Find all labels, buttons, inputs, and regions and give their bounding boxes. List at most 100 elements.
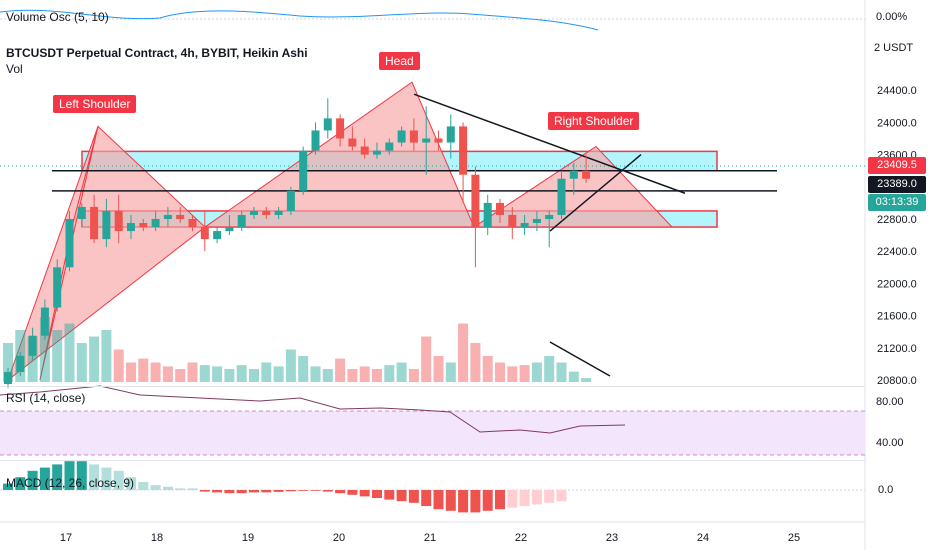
- candle-body: [65, 219, 74, 268]
- volume-bar: [199, 365, 210, 382]
- candle-body: [360, 146, 369, 155]
- macd-bar: [408, 490, 419, 503]
- macd-bar: [544, 490, 555, 503]
- price-tick-label: 22400.0: [877, 246, 917, 258]
- currency-badge[interactable]: 2 USDT: [874, 42, 914, 54]
- price-tick-label: 22800.0: [877, 214, 917, 226]
- macd-bar: [224, 490, 235, 494]
- price-tick-label: 24000.0: [877, 117, 917, 129]
- volume-bar: [150, 362, 161, 382]
- macd-bar: [372, 490, 382, 498]
- candle-body: [569, 170, 578, 179]
- vol-label: Vol: [6, 62, 23, 76]
- volume-bar: [162, 366, 173, 382]
- ascending-trendline: [549, 154, 642, 232]
- macd-bar: [445, 490, 456, 511]
- macd-bar: [175, 488, 186, 490]
- candle-body: [274, 210, 283, 215]
- macd-bar: [212, 490, 223, 493]
- volume-bar: [433, 356, 444, 382]
- macd-bar: [310, 490, 321, 491]
- volume-bar: [335, 358, 346, 382]
- volume-bar: [285, 349, 296, 382]
- candle-body: [422, 138, 431, 143]
- volume-trendline: [549, 341, 611, 377]
- volume-bar: [249, 369, 259, 382]
- macd-bar: [347, 490, 358, 495]
- volume-osc-label: Volume Osc (5, 10): [6, 10, 109, 24]
- macd-bar: [3, 483, 13, 490]
- macd-bar: [495, 490, 505, 510]
- volume-bar: [568, 371, 579, 382]
- rsi-tick-40: 40.00: [876, 437, 904, 449]
- macd-bar: [384, 490, 395, 500]
- candle-body: [286, 190, 295, 211]
- time-tick-label: 20: [333, 532, 345, 544]
- macd-bar: [162, 486, 173, 490]
- candle-body: [348, 138, 357, 147]
- candle-body: [139, 223, 148, 228]
- macd-bar: [507, 490, 518, 508]
- volume-bar: [261, 362, 272, 382]
- macd-bar: [199, 490, 210, 492]
- pane-separator[interactable]: [0, 386, 865, 387]
- macd-bar: [359, 490, 370, 497]
- time-tick-label: 19: [242, 532, 254, 544]
- pane-separator[interactable]: [0, 460, 865, 461]
- macd-bar: [76, 461, 87, 490]
- volume-bar: [384, 365, 395, 382]
- candle-body: [496, 202, 504, 215]
- candle-body: [397, 130, 406, 143]
- candle-body: [520, 223, 529, 228]
- volume-bar: [495, 362, 505, 382]
- volume-bar: [458, 323, 469, 382]
- volume-bar: [3, 343, 13, 382]
- candle-body: [532, 219, 541, 224]
- volume-bar: [482, 356, 493, 382]
- macd-bar: [335, 490, 346, 494]
- volume-bar: [52, 330, 63, 382]
- candle-body: [471, 174, 480, 228]
- candle-body: [557, 178, 566, 215]
- symbol-title[interactable]: BTCUSDT Perpetual Contract, 4h, BYBIT, H…: [6, 46, 308, 60]
- volume-bar: [138, 358, 149, 382]
- candle-body: [385, 142, 394, 151]
- volume-bar: [581, 378, 592, 382]
- candle-body: [250, 210, 258, 215]
- macd-bar: [273, 490, 284, 492]
- candle-body: [213, 231, 222, 240]
- time-tick-label: 21: [424, 532, 436, 544]
- candle-body: [508, 214, 517, 228]
- right-shoulder-shape: [472, 145, 674, 228]
- macd-bar: [261, 490, 272, 493]
- volume-osc-value: 0.00%: [876, 11, 908, 23]
- right-shoulder-tag: Right Shoulder: [548, 112, 640, 130]
- volume-bar: [531, 362, 542, 382]
- candle-body: [28, 335, 37, 356]
- volume-bar: [347, 369, 358, 382]
- macd-bar: [52, 464, 63, 490]
- left-shoulder-shape: [6, 125, 206, 382]
- price-tick-label: 20800.0: [877, 375, 917, 387]
- mark-price-tag: 23389.0: [868, 176, 926, 193]
- volume-bar: [15, 330, 26, 382]
- time-tick-label: 17: [60, 532, 72, 544]
- macd-bar: [236, 490, 247, 494]
- volume-bar: [470, 343, 481, 382]
- macd-bar: [531, 490, 542, 505]
- macd-bar: [249, 490, 259, 493]
- time-tick-label: 23: [606, 532, 618, 544]
- macd-bar: [39, 467, 50, 490]
- last-price-tag: 23409.5: [868, 157, 926, 174]
- price-tick-label: 21600.0: [877, 311, 917, 323]
- macd-bar: [285, 490, 296, 492]
- candle-body: [299, 150, 308, 191]
- candle-body: [434, 138, 443, 143]
- candle-body: [582, 170, 591, 179]
- macd-bar: [64, 461, 75, 490]
- head-tag: Head: [379, 52, 420, 70]
- candle-body: [483, 202, 492, 228]
- candle-body: [409, 130, 418, 143]
- volume-bar: [101, 330, 112, 382]
